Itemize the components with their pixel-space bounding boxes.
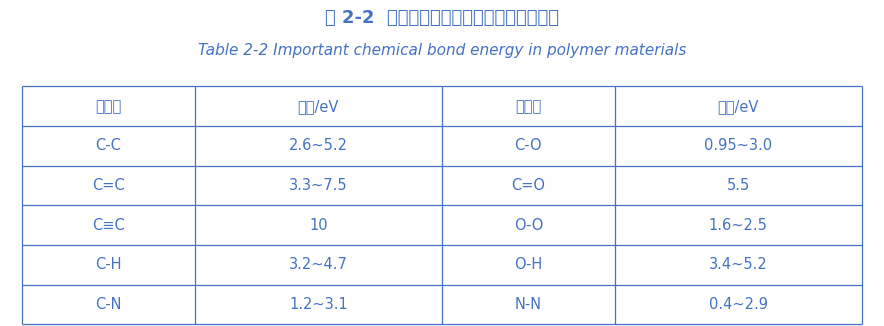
Text: 2.6~5.2: 2.6~5.2 (289, 138, 348, 154)
Text: C=C: C=C (92, 178, 125, 193)
Text: 键能/eV: 键能/eV (298, 99, 339, 114)
Text: 化学键: 化学键 (515, 99, 541, 114)
Text: 1.2~3.1: 1.2~3.1 (289, 297, 347, 312)
Text: 键能/eV: 键能/eV (718, 99, 759, 114)
Text: 3.2~4.7: 3.2~4.7 (289, 257, 347, 273)
Text: 5.5: 5.5 (727, 178, 750, 193)
Text: C=O: C=O (511, 178, 545, 193)
Text: C-N: C-N (95, 297, 122, 312)
Text: O-H: O-H (514, 257, 543, 273)
Text: 10: 10 (309, 218, 328, 233)
Text: 3.4~5.2: 3.4~5.2 (709, 257, 767, 273)
Text: C-C: C-C (95, 138, 121, 154)
Text: Table 2-2 Important chemical bond energy in polymer materials: Table 2-2 Important chemical bond energy… (198, 43, 686, 58)
Text: 0.95~3.0: 0.95~3.0 (705, 138, 773, 154)
Text: N-N: N-N (514, 297, 542, 312)
Text: C≡C: C≡C (92, 218, 125, 233)
Text: 1.6~2.5: 1.6~2.5 (709, 218, 767, 233)
Text: 3.3~7.5: 3.3~7.5 (289, 178, 347, 193)
Text: 化学键: 化学键 (95, 99, 121, 114)
Text: 0.4~2.9: 0.4~2.9 (709, 297, 768, 312)
Text: C-O: C-O (514, 138, 542, 154)
Text: O-O: O-O (514, 218, 543, 233)
Text: 表 2-2  高分子材料中常见的重要化学键键能: 表 2-2 高分子材料中常见的重要化学键键能 (325, 9, 559, 27)
Text: C-H: C-H (95, 257, 122, 273)
